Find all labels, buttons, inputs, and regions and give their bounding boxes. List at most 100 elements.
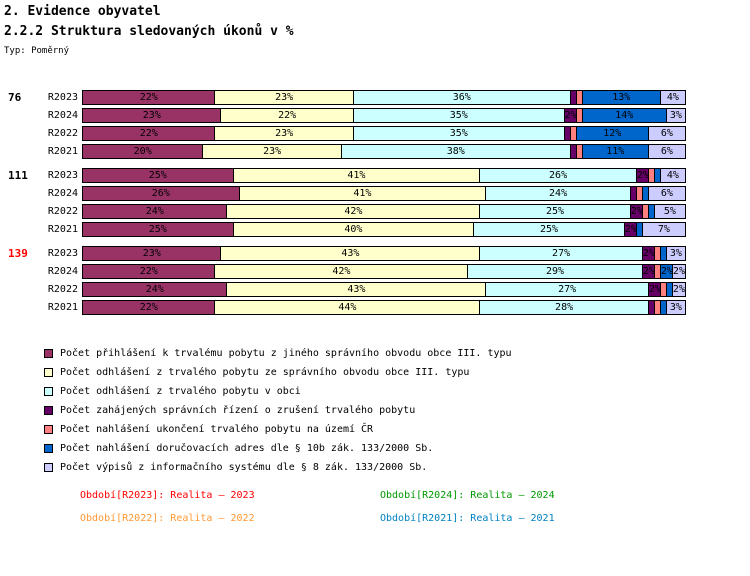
row-label: R2021 <box>47 224 78 235</box>
group-label: 76 <box>8 91 22 104</box>
legend-label: Počet zahájených správních řízení o zruš… <box>60 405 416 416</box>
bar-segment: 24% <box>486 187 631 200</box>
chart-row: 76 R2023 22% 23% 36% 13% 4% <box>0 90 750 108</box>
period-item: Období[R2024]: Realita – 2024 <box>380 490 555 501</box>
bar-segment: 23% <box>215 91 354 104</box>
bar-segment <box>654 301 661 314</box>
row-label: R2022 <box>47 128 78 139</box>
bar-segment <box>636 223 643 236</box>
bar-segment: 12% <box>576 127 649 140</box>
legend-label: Počet nahlášení doručovacích adres dle §… <box>60 443 434 454</box>
bar-segment: 2% <box>636 169 649 182</box>
bar-segment: 7% <box>642 223 685 236</box>
bar-segment <box>630 187 637 200</box>
bar-segment: 2% <box>642 265 655 278</box>
bar-segment: 2% <box>648 283 661 296</box>
stacked-bar: 23% 43% 27% 2% 3% <box>82 246 686 261</box>
bar-segment <box>660 247 667 260</box>
bar-segment: 3% <box>666 109 685 122</box>
bar-segment: 6% <box>648 127 685 140</box>
row-label: R2024 <box>47 266 78 277</box>
stacked-bar: 25% 41% 26% 2% 4% <box>82 168 686 183</box>
bar-segment <box>570 127 577 140</box>
chart-type-label: Typ: Poměrný <box>4 46 70 56</box>
bar-segment: 25% <box>83 223 234 236</box>
chart-subtitle: 2.2.2 Struktura sledovaných úkonů v % <box>4 24 294 39</box>
legend-label: Počet odhlášení z trvalého pobytu ze spr… <box>60 367 470 378</box>
page-title: 2. Evidence obyvatel <box>4 4 161 19</box>
bar-segment <box>576 91 583 104</box>
group-label: 111 <box>8 169 28 182</box>
bar-segment: 2% <box>642 247 655 260</box>
bar-segment <box>564 127 571 140</box>
bar-segment: 35% <box>353 109 565 122</box>
legend-label: Počet přihlášení k trvalému pobytu z jin… <box>60 348 512 359</box>
bar-segment: 22% <box>83 91 216 104</box>
bar-segment: 36% <box>353 91 571 104</box>
row-label: R2023 <box>47 170 78 181</box>
bar-segment: 4% <box>660 91 685 104</box>
period-legend: Období[R2023]: Realita – 2023 Období[R202… <box>0 484 750 534</box>
stacked-bar: 24% 43% 27% 2% 2% <box>82 282 686 297</box>
stacked-bar: 22% 42% 29% 2% 2% 2% <box>82 264 686 279</box>
legend-swatch <box>44 387 53 396</box>
stacked-bar: 20% 23% 38% 11% 6% <box>82 144 686 159</box>
bar-segment: 20% <box>83 145 204 158</box>
stacked-bar: 22% 44% 28% 3% <box>82 300 686 315</box>
legend-swatch <box>44 444 53 453</box>
legend-label: Počet výpisů z informačního systému dle … <box>60 462 428 473</box>
bar-segment <box>570 91 577 104</box>
row-label: R2022 <box>47 284 78 295</box>
row-label: R2024 <box>47 110 78 121</box>
bar-segment: 6% <box>648 187 685 200</box>
bar-segment: 42% <box>215 265 469 278</box>
bar-segment: 13% <box>582 91 661 104</box>
bar-segment: 43% <box>227 283 487 296</box>
bar-segment <box>576 145 583 158</box>
bar-segment: 28% <box>480 301 649 314</box>
chart: 76 R2023 22% 23% 36% 13% 4% R2024 23% 22% 35% 2% 14%… <box>0 90 750 318</box>
bar-segment: 44% <box>215 301 481 314</box>
bar-segment: 2% <box>672 283 685 296</box>
row-label: R2022 <box>47 206 78 217</box>
bar-segment <box>576 109 583 122</box>
stacked-bar: 24% 42% 25% 2% 5% <box>82 204 686 219</box>
bar-segment: 27% <box>480 247 643 260</box>
bar-segment <box>660 301 667 314</box>
bar-segment: 6% <box>648 145 685 158</box>
bar-segment: 35% <box>353 127 565 140</box>
bar-segment <box>636 187 643 200</box>
row-label: R2024 <box>47 188 78 199</box>
period-item: Období[R2022]: Realita – 2022 <box>80 513 255 524</box>
chart-row: 111 R2023 25% 41% 26% 2% 4% <box>0 168 750 186</box>
chart-row: R2022 24% 43% 27% 2% 2% <box>0 282 750 300</box>
bar-segment: 5% <box>654 205 685 218</box>
stacked-bar: 22% 23% 35% 12% 6% <box>82 126 686 141</box>
bar-segment: 4% <box>660 169 685 182</box>
bar-segment <box>570 145 577 158</box>
bar-segment: 29% <box>468 265 643 278</box>
bar-segment <box>654 169 661 182</box>
row-label: R2021 <box>47 302 78 313</box>
bar-segment: 25% <box>480 205 631 218</box>
bar-segment: 26% <box>83 187 240 200</box>
row-label: R2023 <box>47 92 78 103</box>
stacked-bar: 25% 40% 25% 2% 7% <box>82 222 686 237</box>
chart-row: R2021 20% 23% 38% 11% 6% <box>0 144 750 162</box>
bar-segment: 2% <box>564 109 577 122</box>
legend-swatch <box>44 368 53 377</box>
bar-segment: 2% <box>660 265 673 278</box>
bar-segment: 26% <box>480 169 637 182</box>
stacked-bar: 22% 23% 36% 13% 4% <box>82 90 686 105</box>
bar-segment: 22% <box>83 301 216 314</box>
bar-segment <box>648 169 655 182</box>
bar-segment: 22% <box>83 127 216 140</box>
period-item: Období[R2023]: Realita – 2023 <box>80 490 255 501</box>
bar-segment: 25% <box>83 169 234 182</box>
bar-segment: 22% <box>221 109 354 122</box>
legend-label: Počet odhlášení z trvalého pobytu v obci <box>60 386 301 397</box>
chart-row: R2024 23% 22% 35% 2% 14% 3% <box>0 108 750 126</box>
bar-segment: 2% <box>624 223 637 236</box>
period-item: Období[R2021]: Realita – 2021 <box>380 513 555 524</box>
bar-segment: 40% <box>233 223 475 236</box>
